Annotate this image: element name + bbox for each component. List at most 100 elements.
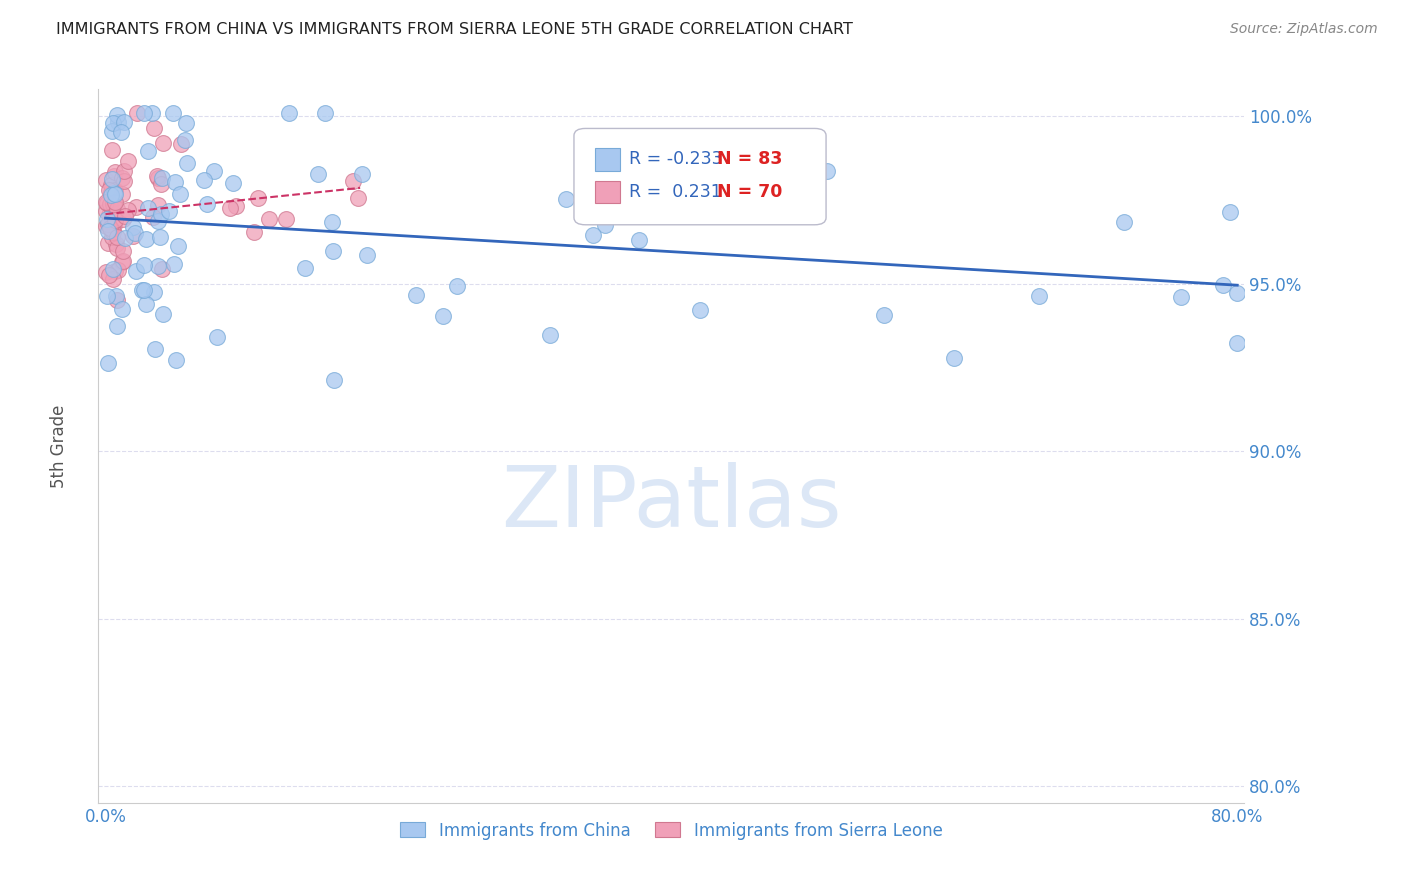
Text: ZIPatlas: ZIPatlas <box>501 461 842 545</box>
Point <box>195 197 218 211</box>
Point <box>101 225 124 239</box>
Point <box>112 164 135 178</box>
Point <box>96 212 118 227</box>
Point <box>146 198 169 212</box>
Point <box>96 219 118 234</box>
Point <box>117 203 139 218</box>
Point <box>149 229 172 244</box>
Point <box>1170 289 1192 303</box>
Point <box>146 169 169 184</box>
Point <box>162 105 184 120</box>
Point <box>801 142 824 156</box>
Point <box>165 352 187 367</box>
Point <box>222 176 245 190</box>
Point <box>1212 277 1234 292</box>
Point <box>100 185 122 199</box>
Point <box>131 284 153 298</box>
Bar <box>595 148 620 171</box>
Point <box>225 199 247 213</box>
FancyBboxPatch shape <box>574 128 827 225</box>
Point <box>689 303 711 318</box>
Point <box>202 163 225 178</box>
Point <box>112 174 135 188</box>
Point <box>100 188 122 202</box>
Point <box>218 201 240 215</box>
Point <box>146 170 169 185</box>
Point <box>100 222 122 236</box>
Point <box>104 165 127 179</box>
Point <box>112 254 135 268</box>
Text: R = -0.233: R = -0.233 <box>628 150 723 168</box>
Point <box>1226 335 1249 350</box>
Point <box>104 187 127 202</box>
Point <box>100 143 122 157</box>
Point <box>627 233 650 247</box>
Point <box>97 268 120 282</box>
Point <box>105 241 128 255</box>
Point <box>103 196 125 211</box>
Point <box>110 125 132 139</box>
Point <box>127 105 149 120</box>
Point <box>143 120 166 135</box>
Text: IMMIGRANTS FROM CHINA VS IMMIGRANTS FROM SIERRA LEONE 5TH GRADE CORRELATION CHAR: IMMIGRANTS FROM CHINA VS IMMIGRANTS FROM… <box>56 22 853 37</box>
Bar <box>595 180 620 203</box>
Point <box>103 197 125 211</box>
Point <box>157 203 180 218</box>
Point <box>122 229 145 244</box>
Text: N = 83: N = 83 <box>717 150 783 168</box>
Point <box>98 221 121 235</box>
Text: R =  0.231: R = 0.231 <box>628 183 721 201</box>
Point <box>294 261 316 276</box>
Point <box>107 263 129 277</box>
Point <box>96 204 118 219</box>
Point <box>124 200 146 214</box>
Point <box>247 191 270 205</box>
Point <box>111 187 134 202</box>
Point <box>105 202 128 216</box>
Point <box>103 169 125 183</box>
Point <box>815 164 838 178</box>
Point <box>346 191 368 205</box>
Point <box>97 224 120 238</box>
Legend: Immigrants from China, Immigrants from Sierra Leone: Immigrants from China, Immigrants from S… <box>392 814 950 848</box>
Point <box>111 212 134 227</box>
Point <box>150 170 173 185</box>
Point <box>142 285 165 300</box>
Point <box>104 213 127 227</box>
Point <box>554 193 576 207</box>
Point <box>96 173 118 187</box>
Point <box>170 137 193 152</box>
Point <box>257 211 280 226</box>
Point <box>148 259 170 273</box>
Point <box>112 114 135 128</box>
Point <box>136 145 159 159</box>
Point <box>150 177 173 191</box>
Point <box>114 231 136 245</box>
Point <box>103 264 125 278</box>
Point <box>104 183 127 197</box>
Point <box>96 264 118 278</box>
Point <box>446 278 468 293</box>
Point <box>322 244 344 258</box>
Point <box>101 217 124 231</box>
Point <box>96 289 118 303</box>
Point <box>97 209 120 223</box>
Point <box>323 373 346 387</box>
Point <box>105 229 128 244</box>
Text: 5th Grade: 5th Grade <box>51 404 67 488</box>
Point <box>136 201 159 215</box>
Point <box>1028 289 1050 303</box>
Point <box>193 173 215 187</box>
Point <box>307 167 329 181</box>
Point <box>152 136 174 151</box>
Text: N = 70: N = 70 <box>717 183 783 201</box>
Point <box>169 186 191 201</box>
Point <box>342 174 364 188</box>
Point <box>107 108 129 122</box>
Point <box>149 207 172 221</box>
Point <box>152 307 174 321</box>
Point <box>350 167 373 181</box>
Point <box>148 214 170 228</box>
Point <box>101 115 124 129</box>
Point <box>150 261 173 276</box>
